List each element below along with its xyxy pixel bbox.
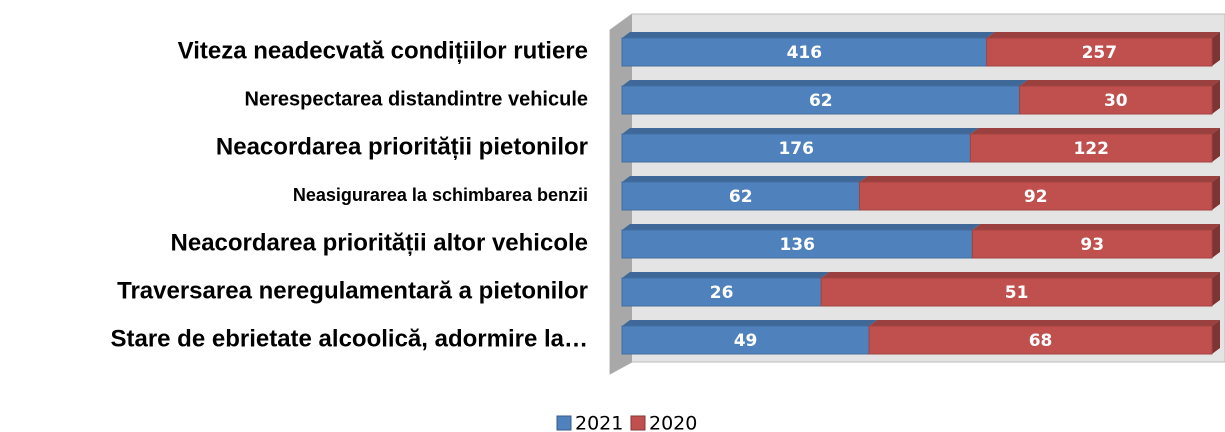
bar [859,181,1213,211]
bar-top [622,32,995,38]
value-label: 62 [729,187,753,207]
bar-top [622,320,878,326]
value-label: 93 [1080,235,1104,255]
bar-top [622,80,1028,86]
bar [621,277,822,307]
bar-top [622,176,868,182]
value-label: 176 [778,139,814,159]
value-label: 49 [734,331,758,351]
bar-top [622,128,979,134]
bar [971,229,1213,259]
bar [986,37,1213,67]
bar-top [970,128,1220,134]
value-label: 136 [779,235,815,255]
bar-end [1212,32,1220,66]
category-label: Neasigurarea la schimbarea benzii [293,185,588,205]
bar-end [1212,320,1220,354]
category-label: Neacordarea priorității pietonilor [216,133,588,160]
bar [621,85,1021,115]
legend-swatch [630,415,646,431]
value-label: 257 [1082,43,1118,63]
bar [868,325,1213,355]
bar [969,133,1213,163]
value-label: 62 [809,91,833,111]
bar [621,229,973,259]
legend-label: 2020 [649,413,697,432]
bar-end [1212,128,1220,162]
category-label: Nerespectarea distandintre vehicule [245,88,588,110]
value-label: 122 [1073,139,1109,159]
bar-end [1212,272,1220,306]
bar-end [1212,80,1220,114]
legend-label: 2021 [575,413,623,432]
bar-top [821,272,1220,278]
bar-top [986,32,1220,38]
value-label: 30 [1104,91,1128,111]
category-label: Viteza neadecvată condițiilor rutiere [178,37,588,64]
bar-top [972,224,1220,230]
value-label: 26 [710,283,734,303]
category-label: Stare de ebrietate alcoolică, adormire l… [110,325,588,352]
value-label: 416 [787,43,823,63]
bar-top [622,272,830,278]
bar [621,133,971,163]
value-label: 92 [1024,187,1048,207]
bar-end [1212,224,1220,258]
bar-top [1019,80,1220,86]
bar [1019,85,1213,115]
legend-swatch [556,415,572,431]
bar-top [622,224,981,230]
bar [820,277,1213,307]
value-label: 68 [1029,331,1053,351]
category-label: Traversarea neregulamentară a pietonilor [117,277,588,304]
category-label: Neacordarea priorității altor vehicole [171,229,588,256]
bar [621,37,988,67]
bar [621,325,870,355]
bar-top [859,176,1220,182]
bar [621,181,861,211]
bar-end [1212,176,1220,210]
bar-top [869,320,1220,326]
value-label: 51 [1005,283,1029,303]
